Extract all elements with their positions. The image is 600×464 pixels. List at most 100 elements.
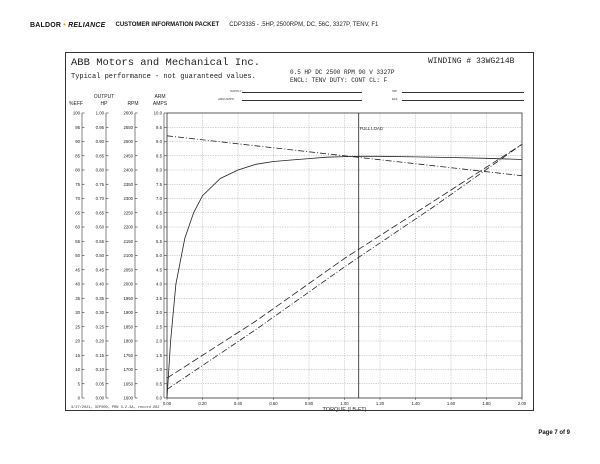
y-tick-label: 0.85 xyxy=(96,153,105,158)
y-tick-label: 0.15 xyxy=(96,353,105,358)
y-tick-label: 2550 xyxy=(123,125,133,130)
y-tick-label: 4.0 xyxy=(156,282,163,287)
y-tick-label: 2400 xyxy=(123,168,133,173)
y-tick-label: 2000 xyxy=(123,282,133,287)
y-tick-label: 1.0 xyxy=(156,367,163,372)
y-tick-label: 1950 xyxy=(123,296,133,301)
packet-header: BALDOR • RELIANCE CUSTOMER INFORMATION P… xyxy=(30,19,378,31)
y-tick-label: 50 xyxy=(75,253,80,258)
y-tick-label: 1.00 xyxy=(96,111,105,116)
field-blank-inp xyxy=(402,92,524,93)
series-line-pct-eff xyxy=(166,155,523,399)
brand-separator: • xyxy=(63,21,66,29)
y-tick-label: 1700 xyxy=(123,367,133,372)
cdp-line: CDP3335 - .5HP, 2500RPM, DC, 56C, 3327P,… xyxy=(229,22,379,28)
y-tick-label: 2150 xyxy=(123,239,133,244)
y-tick-label: 2250 xyxy=(123,210,133,215)
y-tick-label: 75 xyxy=(75,182,80,187)
x-tick-label: 1.00 xyxy=(340,401,349,406)
full-load-label: FULL LOAD xyxy=(360,126,383,131)
x-axis-label: TORQUE (LB-FT) xyxy=(323,407,367,413)
y-tick-label: 0.60 xyxy=(96,225,105,230)
y-tick-label: 0.25 xyxy=(96,324,105,329)
y-tick-label: 1.5 xyxy=(156,353,163,358)
y-tick-label: 4.5 xyxy=(156,267,163,272)
y-tick-label: 1650 xyxy=(123,381,133,386)
y-tick-label: 2500 xyxy=(123,139,133,144)
field-label-eff: EFF xyxy=(392,97,398,101)
y-tick-label: 3.0 xyxy=(156,310,163,315)
y-tick-label: 70 xyxy=(75,196,80,201)
y-tick-label: 80 xyxy=(75,168,80,173)
y-tick-label: 8.5 xyxy=(156,153,163,158)
page-number: Page 7 of 9 xyxy=(538,430,570,436)
typical-note: Typical performance - not guaranteed val… xyxy=(71,73,256,81)
brand-right: RELIANCE xyxy=(68,21,106,29)
y-tick-label: 0.40 xyxy=(96,282,105,287)
y-axis-header-top-amps: ARM xyxy=(154,94,165,100)
y-tick-label: 0.80 xyxy=(96,168,105,173)
winding-number: WINDING # 33WG214B xyxy=(428,57,515,66)
x-tick-label: 0.20 xyxy=(198,401,207,406)
y-tick-label: 7.5 xyxy=(156,182,163,187)
y-tick-label: 90 xyxy=(75,139,80,144)
y-tick-label: 1850 xyxy=(123,324,133,329)
y-tick-label: 0.65 xyxy=(96,210,105,215)
series-line-amps xyxy=(166,143,523,390)
y-tick-label: 85 xyxy=(75,153,80,158)
footer-note: 3/27/2021, 3CP000, PRN 3.2.3A, record 26… xyxy=(71,405,159,410)
x-tick-label: 0.40 xyxy=(234,401,243,406)
y-tick-label: 0.55 xyxy=(96,239,105,244)
field-blank-supply xyxy=(242,92,362,93)
y-tick-label: 0.00 xyxy=(96,396,105,401)
y-tick-label: 0.35 xyxy=(96,296,105,301)
y-tick-label: 25 xyxy=(75,324,80,329)
y-axis-header-rpm: RPM xyxy=(127,101,138,107)
y-axis-header-top-hp: OUTPUT xyxy=(94,94,115,100)
field-blank-eff xyxy=(402,100,524,101)
x-tick-label: 1.60 xyxy=(447,401,456,406)
packet-title: CUSTOMER INFORMATION PACKET xyxy=(115,22,220,28)
field-blank-arm-amps xyxy=(242,100,362,101)
y-axis-header-hp: HP xyxy=(101,101,109,107)
y-tick-label: 95 xyxy=(75,125,80,130)
y-tick-label: 40 xyxy=(75,282,80,287)
x-tick-label: 0.00 xyxy=(163,401,172,406)
spec-line-2: ENCL: TENV DUTY: CONT CL: F xyxy=(290,77,388,84)
y-tick-label: 55 xyxy=(75,239,80,244)
y-tick-label: 0 xyxy=(78,396,81,401)
field-label-supply: SUPPLY xyxy=(230,89,242,93)
y-tick-label: 0.95 xyxy=(96,125,105,130)
y-tick-label: 35 xyxy=(75,296,80,301)
y-tick-label: 30 xyxy=(75,310,80,315)
y-tick-label: 0.70 xyxy=(96,196,105,201)
y-tick-label: 15 xyxy=(75,353,80,358)
y-tick-label: 5.0 xyxy=(156,253,163,258)
x-tick-label: 0.60 xyxy=(269,401,278,406)
y-tick-label: 1800 xyxy=(123,339,133,344)
y-axis-header-pct-eff: %EFF xyxy=(69,101,83,107)
y-tick-label: 6.0 xyxy=(156,225,163,230)
y-tick-label: 0.10 xyxy=(96,367,105,372)
series-line-rpm xyxy=(166,135,523,177)
y-tick-label: 20 xyxy=(75,339,80,344)
y-tick-label: 0.45 xyxy=(96,267,105,272)
y-tick-label: 6.5 xyxy=(156,210,163,215)
y-tick-label: 10 xyxy=(75,367,80,372)
y-tick-label: 0.5 xyxy=(156,381,163,386)
y-tick-label: 2350 xyxy=(123,182,133,187)
y-tick-label: 2200 xyxy=(123,225,133,230)
y-tick-label: 2300 xyxy=(123,196,133,201)
performance-sheet-frame xyxy=(65,52,534,411)
x-tick-label: 1.80 xyxy=(482,401,491,406)
y-tick-label: 10.0 xyxy=(154,111,163,116)
y-tick-label: 0.90 xyxy=(96,139,105,144)
company-name: ABB Motors and Mechanical Inc. xyxy=(71,57,261,69)
spec-line-1: 0.5 HP DC 2500 RPM 90 V 3327P xyxy=(290,69,395,76)
y-tick-label: 9.0 xyxy=(156,139,163,144)
y-tick-label: 9.5 xyxy=(156,125,163,130)
y-tick-label: 2.5 xyxy=(156,324,163,329)
brand-logo: BALDOR • RELIANCE xyxy=(30,22,106,29)
field-label-inp: INP xyxy=(392,89,398,93)
